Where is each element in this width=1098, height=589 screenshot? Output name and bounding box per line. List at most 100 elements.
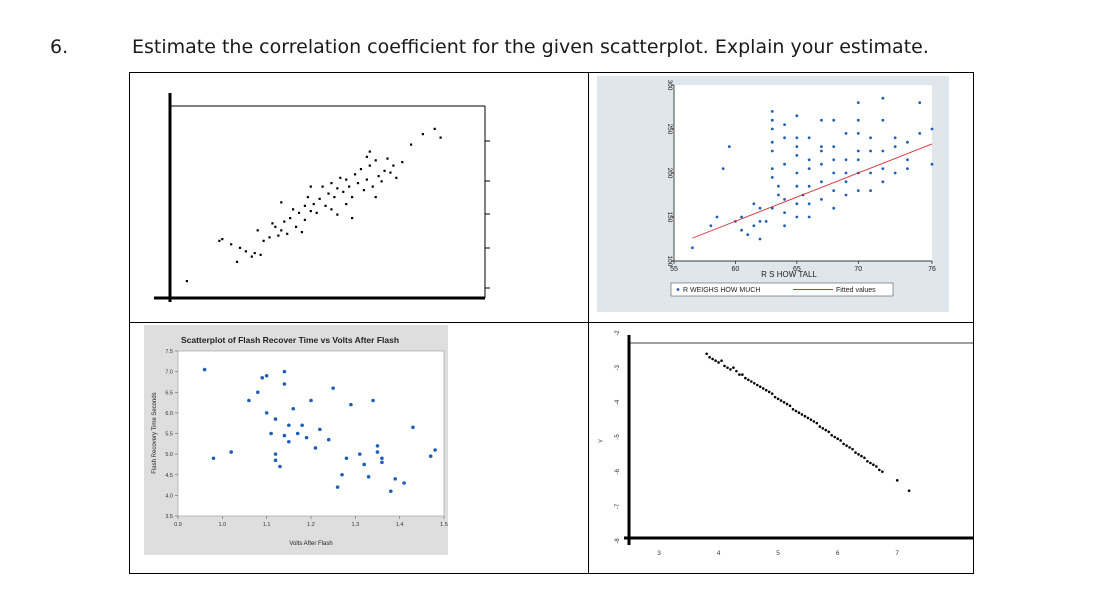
data-point (752, 202, 756, 206)
data-point (720, 359, 723, 363)
data-point (330, 182, 333, 185)
data-point (318, 197, 321, 200)
data-point (282, 433, 287, 438)
data-point (287, 423, 291, 428)
data-point (283, 220, 286, 223)
data-point (750, 380, 753, 383)
data-point (795, 184, 799, 188)
data-point (383, 169, 386, 172)
data-point (282, 382, 287, 386)
data-point (353, 173, 357, 176)
data-point (764, 388, 768, 392)
y-tick-label: 5.5 (165, 432, 173, 438)
data-point (860, 454, 863, 458)
data-point (218, 239, 221, 242)
data-point (854, 451, 857, 454)
data-point (273, 458, 278, 463)
data-point (820, 162, 823, 166)
data-point (869, 461, 872, 465)
y-axis-label: Y (599, 439, 605, 443)
data-point (832, 206, 836, 210)
scatterplot-b: R S HOW TALL R WEIGHS HOW MUCH Fitted va… (589, 73, 973, 322)
data-point (349, 402, 353, 407)
data-point (259, 253, 262, 256)
data-point (795, 114, 799, 118)
x-tick-label: 1.2 (307, 522, 315, 528)
data-point (735, 369, 738, 373)
data-point (785, 402, 789, 406)
x-tick-label: 55 (670, 266, 678, 273)
data-point (273, 452, 278, 456)
y-tick-label: 4.0 (165, 493, 173, 499)
data-point (777, 184, 780, 188)
data-point (335, 485, 340, 489)
data-point (230, 243, 233, 246)
data-point (256, 390, 260, 395)
data-point (776, 397, 780, 401)
y-tick-label: -3 (615, 364, 621, 370)
data-point (795, 136, 799, 140)
data-point (315, 211, 318, 214)
data-point (856, 158, 860, 162)
data-point (717, 361, 720, 364)
data-point (856, 132, 860, 135)
data-point (783, 211, 786, 215)
data-point (878, 468, 881, 472)
x-tick-label: 70 (854, 266, 862, 273)
y-tick-label: 6.0 (165, 411, 173, 417)
data-point (309, 210, 312, 213)
data-point (339, 176, 342, 179)
data-point (253, 252, 256, 255)
data-point (291, 406, 296, 411)
data-point (807, 184, 811, 188)
data-point (402, 481, 406, 485)
data-point (221, 238, 224, 241)
data-point (866, 459, 869, 463)
data-point (374, 196, 377, 199)
data-point (770, 167, 774, 170)
data-point (297, 211, 301, 214)
data-point (807, 136, 811, 140)
data-point (393, 477, 398, 481)
data-point (729, 368, 732, 371)
y-tick-label: 3.5 (165, 514, 173, 520)
data-point (709, 224, 713, 228)
data-point (211, 456, 216, 461)
data-point (807, 215, 811, 219)
data-point (827, 430, 831, 434)
data-point (869, 189, 872, 192)
data-point (282, 369, 287, 374)
data-point (770, 149, 774, 153)
y-tick-label: 7.5 (165, 349, 173, 355)
grid-border-bottom (129, 573, 974, 574)
data-point (881, 470, 884, 473)
data-point (439, 136, 442, 139)
chart-title: Scatterplot of Flash Recover Time vs Vol… (181, 335, 399, 345)
y-tick-label: -2 (615, 330, 621, 336)
data-point (740, 228, 743, 232)
data-point (410, 143, 413, 146)
data-point (421, 133, 424, 136)
data-point (832, 189, 836, 192)
data-point (269, 431, 273, 436)
data-point (809, 418, 813, 421)
data-point (844, 158, 848, 162)
data-point (845, 444, 848, 447)
data-point (752, 224, 756, 228)
data-point (893, 171, 897, 175)
x-tick-label: 60 (732, 266, 740, 273)
data-point (345, 203, 348, 206)
data-point (368, 164, 371, 167)
data-point (770, 176, 774, 179)
data-point (738, 373, 741, 376)
data-point (326, 437, 331, 442)
data-point (375, 444, 380, 448)
data-point (844, 171, 848, 175)
data-point (881, 180, 885, 184)
data-point (344, 456, 349, 461)
data-point (351, 196, 354, 199)
data-point (818, 425, 822, 428)
data-point (832, 171, 836, 175)
data-point (746, 233, 750, 237)
data-point (268, 236, 271, 239)
